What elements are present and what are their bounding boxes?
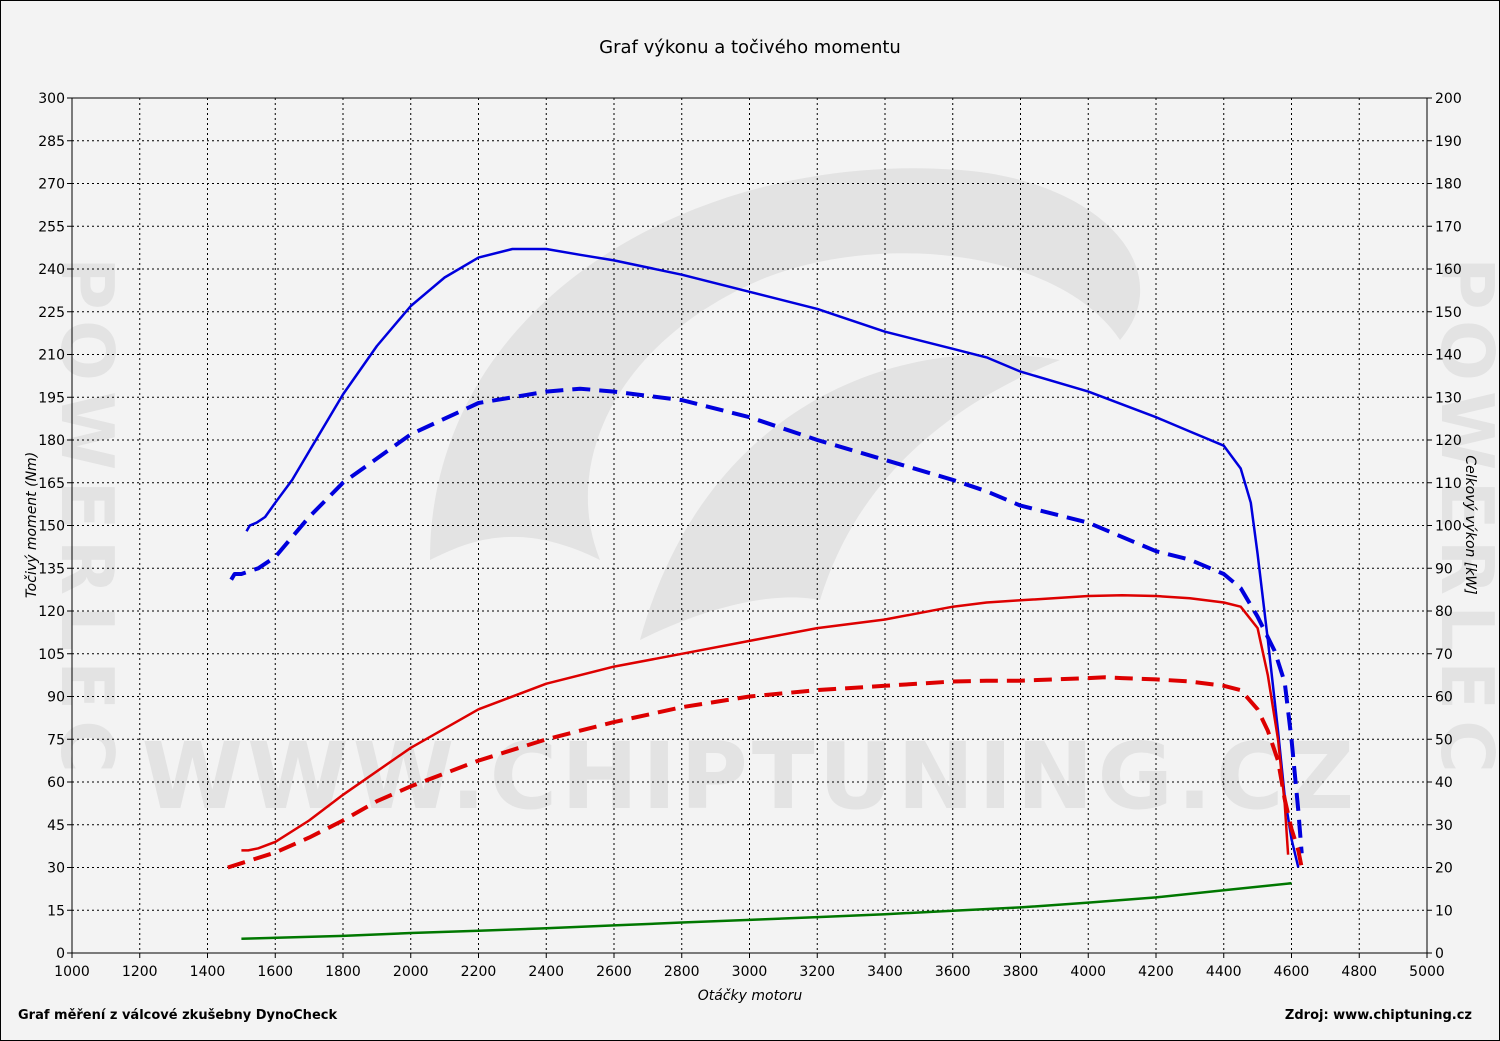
y-right-tick-label: 30: [1435, 818, 1453, 834]
y-right-tick-label: 200: [1435, 91, 1462, 107]
x-tick-label: 2200: [461, 964, 497, 980]
x-tick-label: 2400: [528, 964, 564, 980]
watermark-text: WWW.CHIPTUNING.CZ: [142, 723, 1358, 830]
y-left-tick-label: 90: [47, 690, 65, 706]
y-right-tick-label: 60: [1435, 690, 1453, 706]
y-axis-label-left: Točivý moment (Nm): [24, 452, 40, 598]
side-watermark-left: POWERLEC: [45, 257, 129, 783]
y-right-tick-label: 130: [1435, 390, 1462, 406]
y-right-tick-label: 190: [1435, 134, 1462, 150]
x-tick-label: 2600: [596, 964, 632, 980]
y-right-tick-label: 10: [1435, 903, 1453, 919]
y-right-tick-label: 110: [1435, 476, 1462, 492]
axes: 1000 1200 1400 1600 1800 2000 2200 2400 2600 2800…: [38, 91, 1461, 980]
y-left-tick-label: 75: [47, 732, 65, 748]
watermark-wing: [640, 354, 1060, 640]
x-tick-label: 3600: [935, 964, 971, 980]
x-tick-label: 4200: [1138, 964, 1174, 980]
y-left-tick-label: 0: [56, 946, 65, 962]
y-right-tick-label: 20: [1435, 861, 1453, 877]
x-tick-label: 4600: [1274, 964, 1310, 980]
series-line: [245, 247, 1300, 868]
y-left-tick-label: 225: [38, 305, 65, 321]
x-tick-label: 2000: [393, 964, 429, 980]
watermark-swoosh: [430, 168, 1141, 560]
x-tick-label: 4800: [1341, 964, 1377, 980]
y-left-tick-label: 120: [38, 604, 65, 620]
y-left-tick-label: 210: [38, 348, 65, 364]
y-right-tick-label: 0: [1435, 946, 1444, 962]
x-axis-label: Otáčky motoru: [698, 988, 803, 1004]
x-tick-label: 2800: [664, 964, 700, 980]
y-right-tick-label: 50: [1435, 732, 1453, 748]
y-left-tick-label: 150: [38, 519, 65, 535]
y-left-tick-label: 135: [38, 561, 65, 577]
y-right-tick-label: 40: [1435, 775, 1453, 791]
x-tick-label: 3000: [732, 964, 768, 980]
series-line: [227, 675, 1304, 870]
y-left-tick-label: 285: [38, 134, 65, 150]
y-left-tick-label: 165: [38, 476, 65, 492]
y-right-tick-label: 70: [1435, 647, 1453, 663]
series-line: [241, 593, 1290, 855]
x-tick-label: 3400: [867, 964, 903, 980]
y-left-tick-label: 300: [38, 91, 65, 107]
background-watermark: WWW.CHIPTUNING.CZ POWERLEC POWERLEC: [45, 168, 1500, 830]
y-right-tick-label: 150: [1435, 305, 1462, 321]
y-left-tick-label: 180: [38, 433, 65, 449]
y-right-tick-label: 180: [1435, 177, 1462, 193]
footer-source-right: Zdroj: www.chiptuning.cz: [1285, 1008, 1472, 1023]
y-left-tick-label: 60: [47, 775, 65, 791]
y-axis-label-right: Celkový výkon [kW]: [1462, 455, 1478, 594]
x-tick-label: 3800: [1003, 964, 1039, 980]
grid: [72, 98, 1427, 953]
y-left-tick-label: 105: [38, 647, 65, 663]
series-layer: [227, 247, 1304, 941]
x-tick-label: 1800: [325, 964, 361, 980]
x-tick-label: 1600: [257, 964, 293, 980]
x-tick-label: 3200: [799, 964, 835, 980]
y-left-tick-label: 15: [47, 903, 65, 919]
x-tick-label: 5000: [1409, 964, 1445, 980]
y-left-tick-label: 255: [38, 219, 65, 235]
chart-title: Graf výkonu a točivého momentu: [599, 37, 901, 58]
x-tick-label: 1200: [122, 964, 158, 980]
y-right-tick-label: 170: [1435, 219, 1462, 235]
y-left-tick-label: 45: [47, 818, 65, 834]
y-left-tick-label: 30: [47, 861, 65, 877]
y-right-tick-label: 160: [1435, 262, 1462, 278]
y-left-tick-label: 270: [38, 177, 65, 193]
y-right-tick-label: 90: [1435, 561, 1453, 577]
x-tick-label: 1400: [190, 964, 226, 980]
x-tick-label: 1000: [54, 964, 90, 980]
y-left-tick-label: 240: [38, 262, 65, 278]
y-left-tick-label: 195: [38, 390, 65, 406]
y-right-tick-label: 120: [1435, 433, 1462, 449]
side-watermark-right: POWERLEC: [1425, 257, 1500, 783]
x-tick-label: 4400: [1206, 964, 1242, 980]
series-line: [229, 386, 1304, 854]
series-line: [241, 881, 1292, 941]
y-right-tick-label: 80: [1435, 604, 1453, 620]
footer-source-left: Graf měření z válcové zkušebny DynoCheck: [18, 1008, 337, 1023]
y-right-tick-label: 100: [1435, 519, 1462, 535]
x-tick-label: 4000: [1070, 964, 1106, 980]
y-right-tick-label: 140: [1435, 348, 1462, 364]
